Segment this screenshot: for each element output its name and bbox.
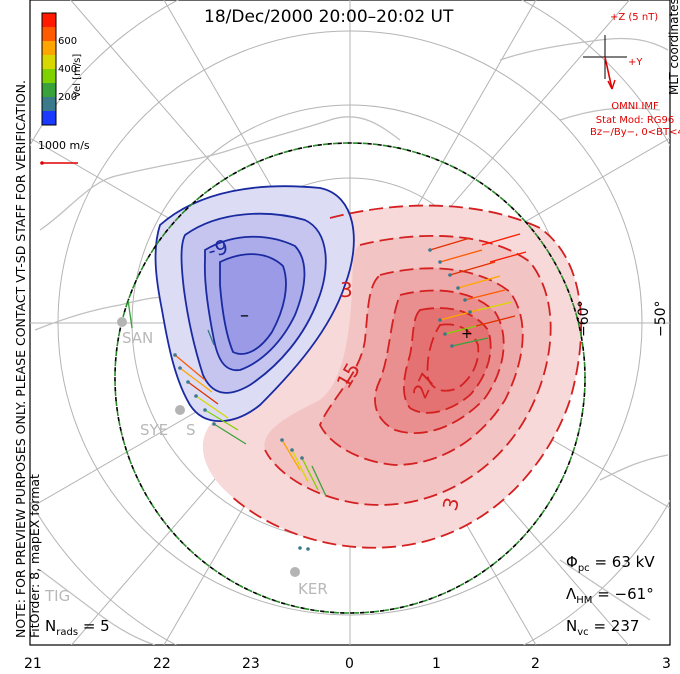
potential-min-marker: – [240,305,249,326]
stat-n-vc: Nvc = 237 [566,617,639,638]
phi-symbol: Φ [566,553,578,571]
stat-n-rads: Nrads = 5 [45,617,110,638]
positive-contours [229,204,583,549]
stat-phi-pc: Φpc = 63 kV [566,553,655,574]
mlt-tick-21: 21 [24,656,42,672]
coords-label: MLT coordinates [667,0,680,95]
mlt-tick-1: 1 [432,656,441,672]
hm-boundary-dash [114,142,586,614]
nvc-value: = 237 [593,617,640,635]
lambda-sub: HM [576,595,593,606]
potential-max-marker: + [461,326,473,342]
vector-origins [173,248,472,551]
imf-condition: Bz−/By−, 0<BT<4 [590,127,680,138]
colorbar [41,12,57,126]
radar-sites [117,317,300,577]
vector-scale-label: 1000 m/s [38,139,90,152]
mlt-tick-2: 2 [531,656,540,672]
colorbar-tick-600: 600 [58,36,78,47]
vector-group-dawn [127,299,327,497]
nvc-sub: vc [577,627,589,638]
site-sye: SYE [140,421,169,439]
site-ker: KER [298,580,328,598]
lambda-value: = −61° [597,585,654,603]
colorbar-tick-400: 400 [58,64,78,75]
nvc-symbol: N [566,617,578,635]
preview-note: NOTE: FOR PREVIEW PURPOSES ONLY. PLEASE … [13,80,42,638]
stat-lambda-hm: ΛHM = −61° [566,585,654,606]
imf-clock [583,35,627,90]
latitude-label-50: −50° [653,300,669,337]
nrads-value: = 5 [82,617,110,635]
contour-label-pos-outer-2: 3 [438,495,464,514]
contour-label-pos-outer: 3 [340,278,353,302]
map-title: 18/Dec/2000 20:00–20:02 UT [204,7,454,27]
negative-contours [154,185,355,423]
site-s: S [186,421,196,439]
phi-sub: pc [577,563,590,574]
site-san: SAN [122,329,154,347]
preview-note-line1: NOTE: FOR PREVIEW PURPOSES ONLY. PLEASE … [13,80,28,638]
negative-cell [155,186,354,422]
lambda-symbol: Λ [566,585,577,603]
imf-y-label: +Y [628,57,643,68]
vector-scale [40,161,78,165]
nrads-sub: rads [56,627,79,638]
site-tig: TIG [45,587,71,605]
coastlines [34,37,669,645]
mlt-tick-23: 23 [242,656,260,672]
nrads-symbol: N [45,617,57,635]
preview-note-line2: FitOrder: 8, mapEX format [27,474,42,638]
mlt-tick-22: 22 [153,656,171,672]
phi-value: = 63 kV [594,553,655,571]
latitude-label-60: −60° [576,300,592,337]
mlt-tick-0: 0 [345,656,354,672]
mlt-tick-3: 3 [662,656,671,672]
imf-source: OMNI IMF [611,101,659,112]
imf-z-label: +Z (5 nT) [610,12,659,23]
imf-stat-mod: Stat Mod: RG96 [595,115,675,126]
colorbar-tick-200: 200 [58,92,78,103]
